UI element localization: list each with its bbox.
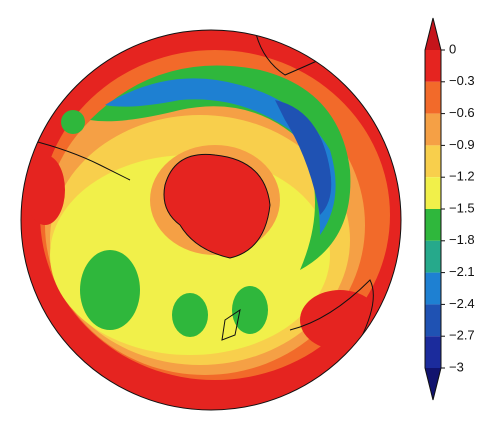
colorbar-bin [425,336,441,368]
colorbar-bin [425,304,441,337]
colorbar-extend-bottom [425,368,441,400]
colorbar-tick-label: −3 [449,359,464,374]
colorbar-bin [425,272,441,305]
polar-map [21,30,401,410]
colorbar-tick-label: 0 [449,41,456,56]
colorbar-extend-top [425,18,441,50]
colorbar-bin [425,50,441,82]
colorbar-bin [425,113,441,146]
colorbar-tick-label: −1.2 [449,169,475,184]
colorbar: 0 −0.3 −0.6 −0.9 −1.2 −1.5 −1.8 −2.1 −2.4 −2.7 −3 [424,17,475,401]
colorbar-tick-label: −1.5 [449,200,475,215]
map-border [20,29,402,411]
colorbar-bin [425,240,441,273]
colorbar-tick-label: −0.6 [449,105,475,120]
colorbar-tick-label: −2.7 [449,328,475,343]
colorbar-tick-label: −2.4 [449,296,475,311]
colorbar-tick-label: −0.3 [449,73,475,88]
colorbar-tick-label: −1.8 [449,232,475,247]
colorbar-bin [425,209,441,241]
colorbar-tick-label: −2.1 [449,264,475,279]
colorbar-bin [425,145,441,178]
colorbar-bin [425,81,441,114]
colorbar-bin [425,177,441,209]
colorbar-tick-label: −0.9 [449,137,475,152]
